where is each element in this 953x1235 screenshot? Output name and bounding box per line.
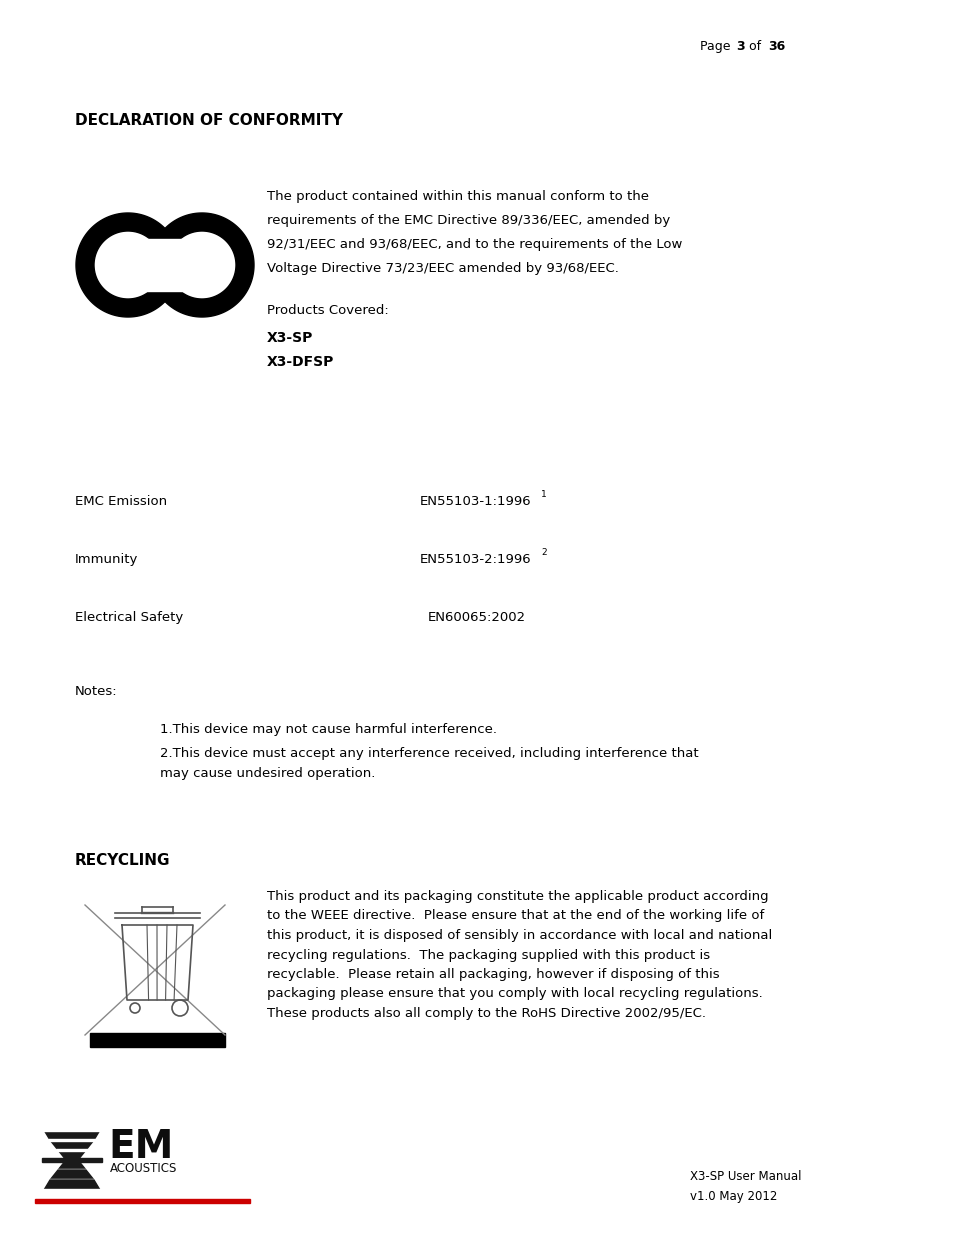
Polygon shape xyxy=(56,1149,88,1151)
Text: EMC Emission: EMC Emission xyxy=(75,495,167,508)
Polygon shape xyxy=(50,1170,94,1179)
Text: X3-DFSP: X3-DFSP xyxy=(267,354,334,369)
Polygon shape xyxy=(44,1179,100,1191)
Polygon shape xyxy=(58,1150,86,1160)
Polygon shape xyxy=(58,1160,86,1170)
Text: ACOUSTICS: ACOUSTICS xyxy=(110,1162,177,1176)
Polygon shape xyxy=(42,1158,102,1162)
Polygon shape xyxy=(48,1139,96,1141)
Text: 92/31/EEC and 93/68/EEC, and to the requirements of the Low: 92/31/EEC and 93/68/EEC, and to the requ… xyxy=(267,238,681,251)
Text: Immunity: Immunity xyxy=(75,553,138,566)
Polygon shape xyxy=(42,1189,102,1191)
Text: 1: 1 xyxy=(540,490,546,499)
Text: EN55103-2:1996: EN55103-2:1996 xyxy=(419,553,531,566)
Text: 2.This device must accept any interference received, including interference that: 2.This device must accept any interferen… xyxy=(160,747,698,760)
Text: 2: 2 xyxy=(540,548,546,557)
Polygon shape xyxy=(56,1170,88,1171)
Polygon shape xyxy=(35,1199,250,1203)
Text: Page: Page xyxy=(700,40,734,53)
Text: Products Covered:: Products Covered: xyxy=(267,304,388,317)
Text: 1.This device may not cause harmful interference.: 1.This device may not cause harmful inte… xyxy=(160,722,497,736)
Text: Voltage Directive 73/23/EEC amended by 93/68/EEC.: Voltage Directive 73/23/EEC amended by 9… xyxy=(267,262,618,275)
Polygon shape xyxy=(48,1179,96,1181)
Polygon shape xyxy=(145,240,216,249)
Text: EN55103-1:1996: EN55103-1:1996 xyxy=(419,495,531,508)
Text: requirements of the EMC Directive 89/336/EEC, amended by: requirements of the EMC Directive 89/336… xyxy=(267,214,670,227)
Text: may cause undesired operation.: may cause undesired operation. xyxy=(160,767,375,781)
Text: Electrical Safety: Electrical Safety xyxy=(75,611,183,624)
Text: This product and its packaging constitute the applicable product according
to th: This product and its packaging constitut… xyxy=(267,890,771,1020)
Text: 3: 3 xyxy=(735,40,744,53)
Text: The product contained within this manual conform to the: The product contained within this manual… xyxy=(267,190,648,203)
Text: of: of xyxy=(744,40,764,53)
Polygon shape xyxy=(145,280,216,291)
Text: Notes:: Notes: xyxy=(75,685,117,698)
Polygon shape xyxy=(42,1129,102,1131)
Text: v1.0 May 2012: v1.0 May 2012 xyxy=(689,1191,777,1203)
Polygon shape xyxy=(50,1140,94,1150)
Polygon shape xyxy=(90,1032,225,1047)
Text: X3-SP User Manual: X3-SP User Manual xyxy=(689,1170,801,1183)
Text: X3-SP: X3-SP xyxy=(267,331,313,345)
Text: EN60065:2002: EN60065:2002 xyxy=(428,611,525,624)
Text: EM: EM xyxy=(108,1128,173,1166)
Polygon shape xyxy=(44,1130,100,1140)
Text: DECLARATION OF CONFORMITY: DECLARATION OF CONFORMITY xyxy=(75,112,343,128)
Text: 36: 36 xyxy=(767,40,784,53)
Polygon shape xyxy=(159,212,253,317)
Text: RECYCLING: RECYCLING xyxy=(75,853,171,868)
Polygon shape xyxy=(76,212,171,317)
